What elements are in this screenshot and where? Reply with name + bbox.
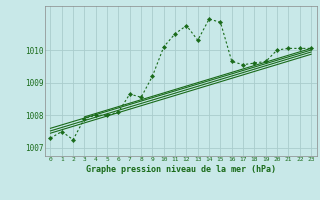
X-axis label: Graphe pression niveau de la mer (hPa): Graphe pression niveau de la mer (hPa) [86,165,276,174]
